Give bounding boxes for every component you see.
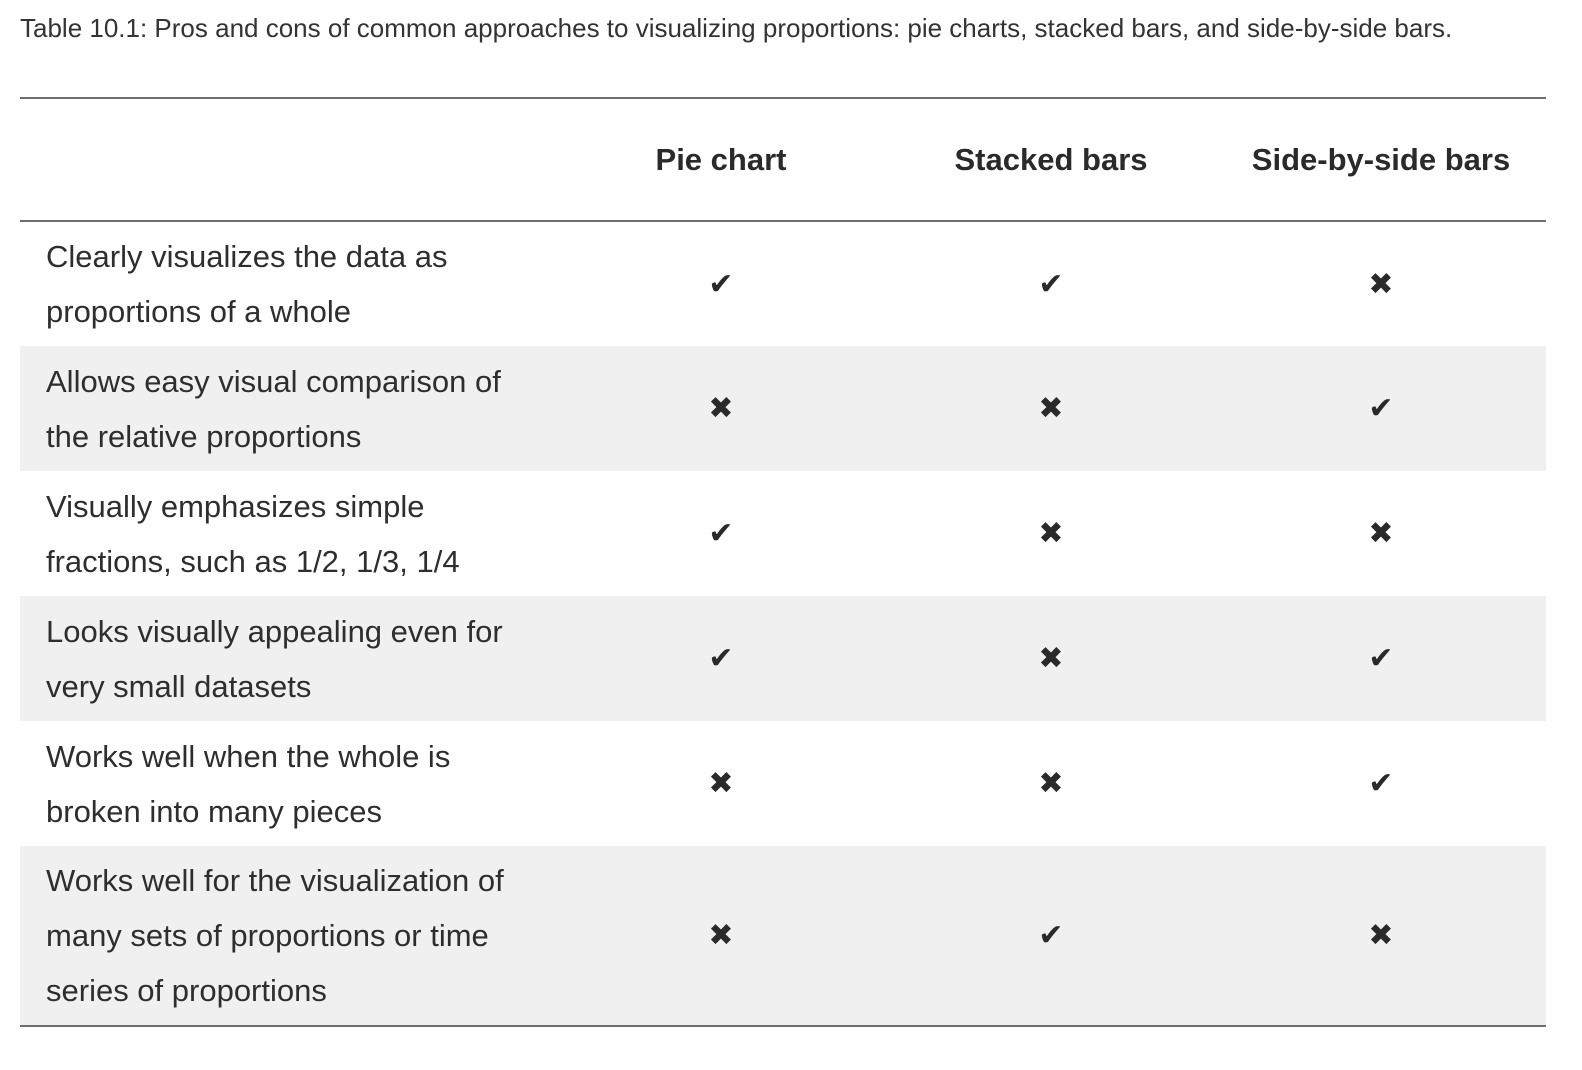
checkmark-icon: ✔	[1038, 918, 1064, 953]
stacked-bars-mark: ✖	[886, 596, 1216, 721]
cross-icon: ✖	[1038, 641, 1064, 676]
cross-icon: ✖	[708, 918, 734, 953]
table-row: Allows easy visual comparison of the rel…	[20, 346, 1546, 471]
stacked-bars-mark: ✖	[886, 721, 1216, 846]
stacked-bars-mark: ✔	[886, 221, 1216, 346]
header-stacked-bars: Stacked bars	[886, 98, 1216, 222]
table-row: Works well when the whole is broken into…	[20, 721, 1546, 846]
pie-chart-mark: ✔	[556, 596, 886, 721]
pie-chart-mark: ✖	[556, 721, 886, 846]
table-body: Clearly visualizes the data as proportio…	[20, 221, 1546, 1026]
side-by-side-bars-mark: ✖	[1216, 471, 1546, 596]
row-label: Works well when the whole is broken into…	[46, 738, 451, 829]
table-header: Pie chart Stacked bars Side-by-side bars	[20, 98, 1546, 222]
cross-icon: ✖	[1368, 516, 1394, 551]
cross-icon: ✖	[1038, 391, 1064, 426]
stacked-bars-mark: ✔	[886, 846, 1216, 1026]
row-label: Allows easy visual comparison of the rel…	[20, 346, 556, 471]
header-row: Pie chart Stacked bars Side-by-side bars	[20, 98, 1546, 222]
checkmark-icon: ✔	[1368, 766, 1394, 801]
pie-chart-mark: ✖	[556, 346, 886, 471]
table-row: Works well for the visualization of many…	[20, 846, 1546, 1026]
cross-icon: ✖	[1038, 516, 1064, 551]
checkmark-icon: ✔	[1038, 266, 1064, 302]
header-pie-chart: Pie chart	[556, 98, 886, 222]
row-label: Works well for the visualization of many…	[20, 846, 556, 1026]
table-row: Clearly visualizes the data as proportio…	[20, 221, 1546, 346]
pie-chart-mark: ✖	[556, 846, 886, 1026]
side-by-side-bars-mark: ✖	[1216, 221, 1546, 346]
header-criterion	[20, 98, 556, 222]
cross-icon: ✖	[1368, 918, 1394, 953]
cross-icon: ✖	[708, 391, 734, 426]
pie-chart-mark: ✔	[556, 471, 886, 596]
table-row: Looks visually appealing even for very s…	[20, 596, 1546, 721]
cross-icon: ✖	[708, 766, 734, 801]
table-row: Visually emphasizes simple fractions, su…	[20, 471, 1546, 596]
table-caption: Table 10.1: Pros and cons of common appr…	[20, 13, 1453, 43]
row-label: Visually emphasizes simple fractions, su…	[46, 488, 460, 579]
side-by-side-bars-mark: ✔	[1216, 596, 1546, 721]
checkmark-icon: ✔	[708, 641, 734, 676]
checkmark-icon: ✔	[708, 516, 734, 551]
side-by-side-bars-mark: ✖	[1216, 846, 1546, 1026]
pie-chart-mark: ✔	[556, 221, 886, 346]
checkmark-icon: ✔	[708, 266, 734, 302]
cross-icon: ✖	[1368, 266, 1394, 302]
comparison-table: Pie chart Stacked bars Side-by-side bars…	[20, 97, 1546, 1027]
stacked-bars-mark: ✖	[886, 346, 1216, 471]
side-by-side-bars-mark: ✔	[1216, 346, 1546, 471]
row-label: Looks visually appealing even for very s…	[20, 596, 556, 721]
checkmark-icon: ✔	[1368, 641, 1394, 676]
header-side-by-side-bars: Side-by-side bars	[1216, 98, 1546, 222]
cross-icon: ✖	[1038, 766, 1064, 801]
stacked-bars-mark: ✖	[886, 471, 1216, 596]
row-label: Clearly visualizes the data as proportio…	[46, 239, 448, 329]
side-by-side-bars-mark: ✔	[1216, 721, 1546, 846]
checkmark-icon: ✔	[1368, 391, 1394, 426]
